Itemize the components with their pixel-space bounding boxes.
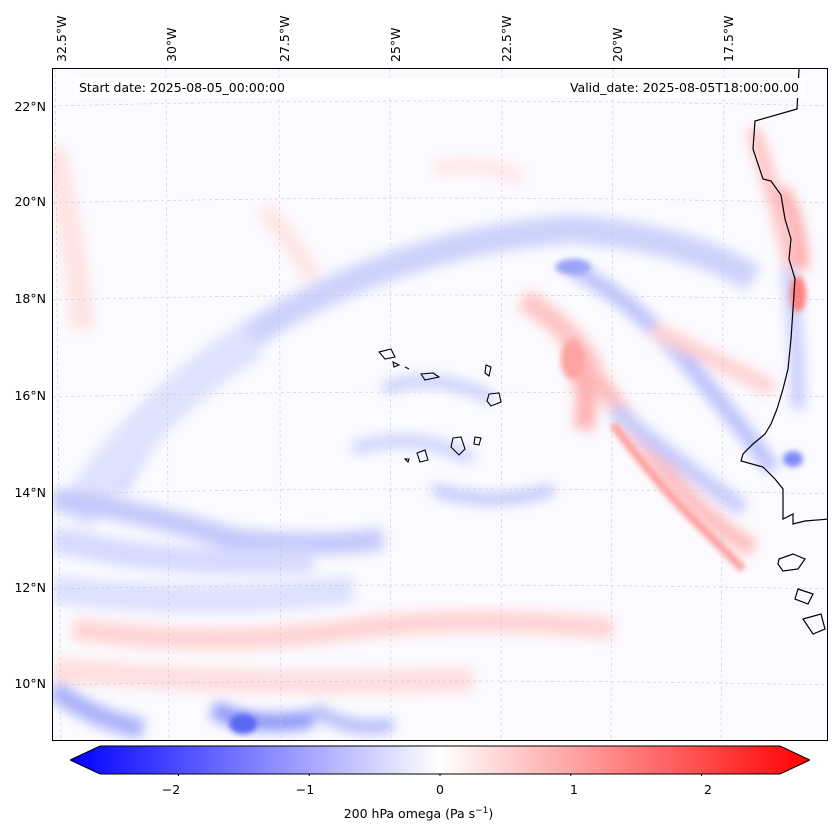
colorbar-tick-label: −2 (161, 782, 181, 797)
colorbar (70, 745, 810, 776)
colorbar-label-close: ) (488, 806, 494, 822)
omega-field-shading (53, 69, 827, 740)
graticule (53, 69, 827, 740)
map-panel: Start date: 2025-08-05_00:00:00 Valid_da… (52, 68, 828, 741)
colorbar-tick-label: −1 (295, 782, 315, 797)
omega-field-map (53, 69, 827, 740)
colorbar-gradient (70, 745, 810, 775)
lat-label-18n: 18°N (14, 291, 46, 306)
colorbar-tick-label: 0 (436, 782, 444, 797)
coastline (740, 69, 827, 635)
valid-date-label: Valid_date: 2025-08-05T18:00:00.00 (563, 78, 805, 98)
lon-label-32-5w: 32.5°W (54, 15, 69, 62)
lon-label-22-5w: 22.5°W (499, 15, 514, 62)
lat-label-22n: 22°N (14, 99, 46, 114)
lat-label-14n: 14°N (14, 485, 46, 500)
lon-label-20w: 20°W (610, 27, 625, 62)
lon-label-30w: 30°W (164, 27, 179, 62)
colorbar-tick-label: 1 (570, 782, 578, 797)
start-date-label: Start date: 2025-08-05_00:00:00 (73, 78, 291, 98)
lat-label-10n: 10°N (14, 676, 46, 691)
lon-label-17-5w: 17.5°W (721, 15, 736, 62)
colorbar-ticks (177, 774, 703, 776)
colorbar-label-text: 200 hPa omega (Pa s (343, 806, 476, 822)
colorbar-tick-label: 2 (704, 782, 712, 797)
lat-label-20n: 20°N (14, 194, 46, 209)
lat-label-16n: 16°N (14, 388, 46, 403)
lat-label-12n: 12°N (14, 580, 46, 595)
lon-label-25w: 25°W (388, 27, 403, 62)
cape-verde-islands (378, 348, 502, 464)
colorbar-label: 200 hPa omega (Pa s−1) (0, 806, 837, 821)
colorbar-label-exponent: −1 (475, 806, 489, 816)
lon-label-27-5w: 27.5°W (277, 15, 292, 62)
